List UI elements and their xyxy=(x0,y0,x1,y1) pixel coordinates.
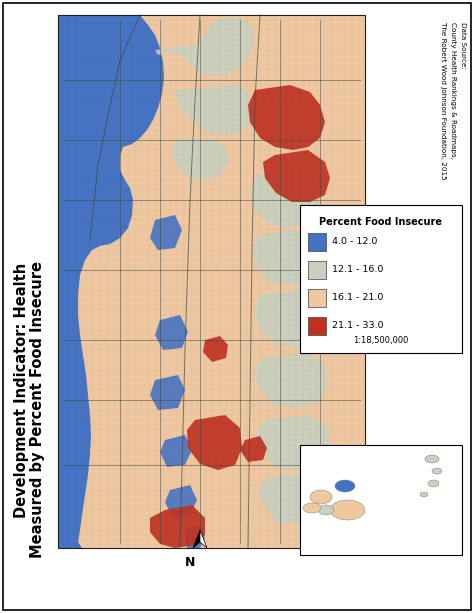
Polygon shape xyxy=(58,15,164,548)
Text: N: N xyxy=(185,556,195,569)
Bar xyxy=(308,261,326,279)
Ellipse shape xyxy=(420,492,428,497)
Polygon shape xyxy=(187,415,242,470)
Ellipse shape xyxy=(425,455,439,463)
Polygon shape xyxy=(185,527,205,548)
Ellipse shape xyxy=(428,480,439,487)
Bar xyxy=(308,317,326,335)
Polygon shape xyxy=(240,436,267,462)
Bar xyxy=(308,289,326,307)
Polygon shape xyxy=(203,336,228,362)
Polygon shape xyxy=(258,474,330,524)
Text: County Health Rankings & Roadmaps,: County Health Rankings & Roadmaps, xyxy=(450,22,456,159)
Polygon shape xyxy=(256,415,330,470)
Text: 12.1 - 16.0: 12.1 - 16.0 xyxy=(332,265,383,275)
Ellipse shape xyxy=(335,480,355,492)
Polygon shape xyxy=(172,138,228,180)
Bar xyxy=(300,445,462,555)
Polygon shape xyxy=(263,150,330,202)
Polygon shape xyxy=(160,435,192,467)
Text: 16.1 - 21.0: 16.1 - 21.0 xyxy=(332,294,383,302)
Bar xyxy=(308,233,326,251)
Polygon shape xyxy=(193,530,200,548)
Polygon shape xyxy=(85,15,110,52)
Text: Development Indicator: Health: Development Indicator: Health xyxy=(15,262,29,517)
Polygon shape xyxy=(254,352,328,408)
Ellipse shape xyxy=(318,505,334,515)
Polygon shape xyxy=(252,230,320,285)
Polygon shape xyxy=(150,215,182,250)
Polygon shape xyxy=(200,530,207,548)
Text: Percent Food Insecure: Percent Food Insecure xyxy=(319,217,443,227)
Text: Data Source:: Data Source: xyxy=(460,22,466,69)
Polygon shape xyxy=(250,170,318,228)
Ellipse shape xyxy=(330,500,365,520)
Bar xyxy=(58,15,365,548)
Text: 21.1 - 33.0: 21.1 - 33.0 xyxy=(332,321,383,330)
Text: 4.0 - 12.0: 4.0 - 12.0 xyxy=(332,237,377,246)
Polygon shape xyxy=(155,18,253,76)
Ellipse shape xyxy=(310,490,332,504)
Text: Measured by Percent Food Insecure: Measured by Percent Food Insecure xyxy=(30,262,46,558)
Bar xyxy=(300,205,462,353)
Text: The Robert Wood Johnson Foundation, 2015: The Robert Wood Johnson Foundation, 2015 xyxy=(440,22,446,180)
Bar xyxy=(58,15,365,548)
Polygon shape xyxy=(155,315,188,350)
Ellipse shape xyxy=(432,468,442,474)
Polygon shape xyxy=(150,505,205,548)
Ellipse shape xyxy=(303,503,321,513)
Text: 1:18,500,000: 1:18,500,000 xyxy=(353,336,409,345)
Polygon shape xyxy=(150,375,185,410)
Polygon shape xyxy=(254,290,325,347)
Polygon shape xyxy=(248,85,325,150)
Polygon shape xyxy=(175,85,255,135)
Polygon shape xyxy=(165,485,197,517)
